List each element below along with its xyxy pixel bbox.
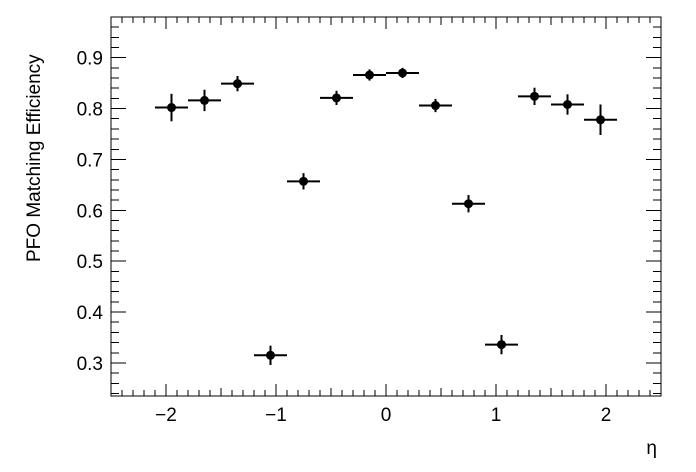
x-tick-label: 2 xyxy=(601,405,612,426)
y-tick-label: 0.6 xyxy=(77,201,103,222)
marker xyxy=(266,350,275,360)
marker xyxy=(596,115,605,125)
marker xyxy=(530,91,539,101)
marker xyxy=(563,100,572,110)
y-tick-label: 0.4 xyxy=(77,303,104,324)
y-tick-label: 0.7 xyxy=(77,150,103,171)
data-point xyxy=(584,104,617,136)
y-axis: 0.3 0.4 0.5 0.6 0.7 0.8 0.9 xyxy=(77,16,661,394)
marker xyxy=(398,68,407,78)
x-axis-title: η xyxy=(646,438,657,459)
marker xyxy=(332,93,341,103)
data-point xyxy=(551,94,584,115)
y-tick-label: 0.3 xyxy=(77,354,103,375)
data-point xyxy=(320,90,353,106)
y-tick-label: 0.9 xyxy=(77,49,103,70)
x-tick-label: −2 xyxy=(155,405,177,426)
marker xyxy=(200,95,209,105)
y-tick-label: 0.5 xyxy=(77,252,103,273)
data-point xyxy=(452,195,485,213)
x-axis: −2 −1 0 1 2 xyxy=(110,17,662,426)
data-point xyxy=(287,173,320,190)
marker xyxy=(464,199,473,209)
data-point xyxy=(386,67,419,79)
marker xyxy=(497,340,506,350)
y-axis-title: PFO Matching Efficiency xyxy=(24,54,45,262)
marker xyxy=(365,70,374,80)
x-tick-label: −1 xyxy=(265,405,287,426)
marker xyxy=(431,101,440,111)
marker xyxy=(299,176,308,186)
data-point xyxy=(188,89,221,112)
data-point xyxy=(419,98,452,113)
y-tick-label: 0.8 xyxy=(77,100,103,121)
data-point xyxy=(155,93,188,122)
marker xyxy=(167,103,176,113)
data-points xyxy=(155,67,617,365)
data-point xyxy=(485,334,518,355)
data-point xyxy=(353,69,386,81)
data-point xyxy=(221,76,254,92)
x-tick-label: 1 xyxy=(491,405,502,426)
data-point xyxy=(518,87,551,106)
data-point xyxy=(254,345,287,365)
marker xyxy=(233,79,242,89)
x-tick-label: 0 xyxy=(381,405,392,426)
